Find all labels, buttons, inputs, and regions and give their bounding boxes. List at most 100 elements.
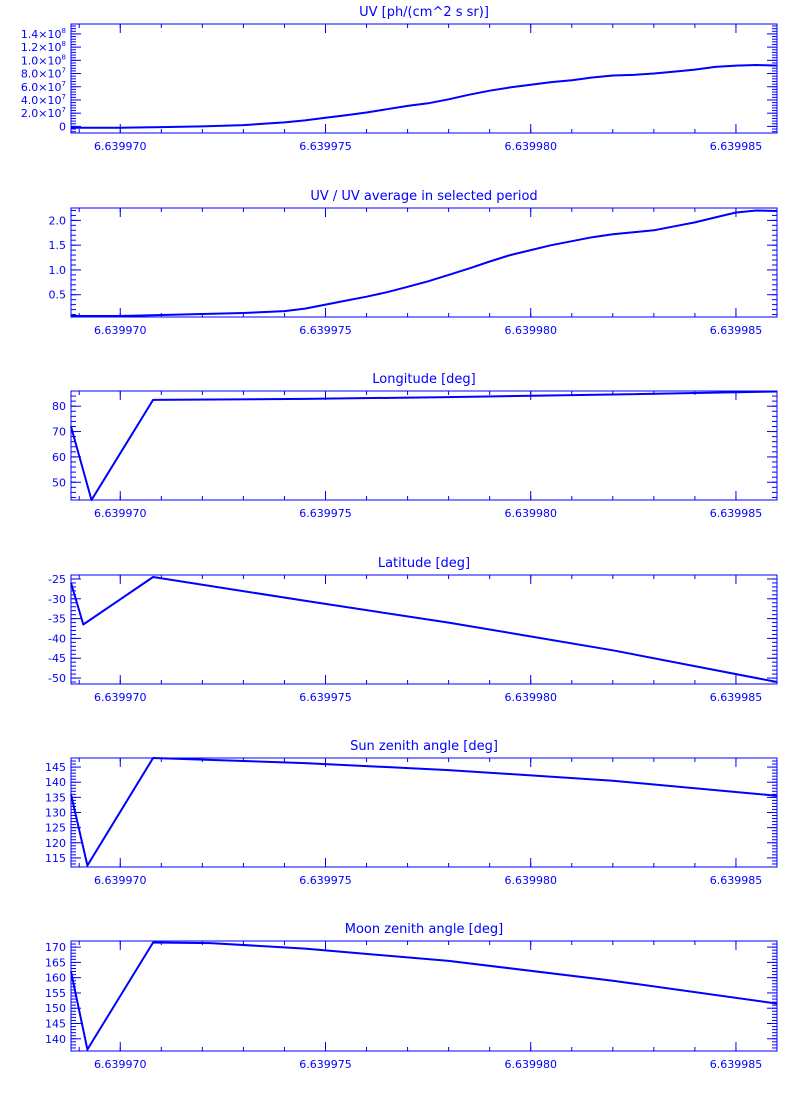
y-tick-mantissa: 135 — [45, 791, 66, 804]
y-tick-label: 6.0×107 — [21, 80, 66, 94]
y-tick-label: 125 — [45, 822, 66, 835]
y-tick-mantissa: -40 — [48, 632, 66, 645]
chart-panel: Latitude [deg] 6.639970 6.639975 6.639980 6.… — [48, 556, 778, 704]
y-tick-label: -50 — [48, 672, 66, 685]
y-tick-label: 60 — [52, 451, 66, 464]
x-tick-label: 6.639980 — [504, 1058, 557, 1071]
y-tick-label: 170 — [45, 941, 66, 954]
chart-panel: UV [ph/(cm^2 s sr)] 6.639970 6.639975 6.639… — [21, 5, 778, 153]
x-tick-label: 6.639975 — [299, 691, 352, 704]
y-tick-mantissa: 1.2×10 — [21, 41, 62, 54]
y-tick-label: 135 — [45, 791, 66, 804]
y-tick-label: 1.0×108 — [21, 53, 66, 67]
y-tick-mantissa: 140 — [45, 1033, 66, 1046]
y-tick-label: 80 — [52, 400, 66, 413]
y-tick-exponent: 7 — [62, 106, 66, 114]
chart-title: Sun zenith angle [deg] — [350, 739, 498, 754]
plot-frame — [70, 23, 778, 134]
x-tick-label: 6.639985 — [710, 324, 763, 337]
y-tick-label: 8.0×107 — [21, 67, 66, 81]
y-tick-mantissa: 70 — [52, 426, 66, 439]
y-tick-mantissa: 130 — [45, 807, 66, 820]
y-tick-mantissa: 1.0 — [49, 264, 67, 277]
y-tick-mantissa: 0 — [59, 120, 66, 133]
y-tick-mantissa: 160 — [45, 972, 66, 985]
x-tick-label: 6.639985 — [710, 507, 763, 520]
chart-title: UV [ph/(cm^2 s sr)] — [359, 5, 489, 20]
y-tick-exponent: 8 — [62, 40, 66, 48]
x-tick-label: 6.639975 — [299, 507, 352, 520]
x-tick-label: 6.639985 — [710, 691, 763, 704]
y-tick-label: 4.0×107 — [21, 93, 66, 107]
y-tick-label: 50 — [52, 476, 66, 489]
y-tick-label: 1.0 — [49, 264, 67, 277]
y-tick-mantissa: 1.4×10 — [21, 28, 62, 41]
y-tick-label: 165 — [45, 956, 66, 969]
x-tick-label: 6.639980 — [504, 507, 557, 520]
series-line — [70, 576, 778, 683]
y-tick-mantissa: -50 — [48, 672, 66, 685]
chart-title: Moon zenith angle [deg] — [345, 922, 503, 937]
x-tick-label: 6.639985 — [710, 140, 763, 153]
chart-panel: UV / UV average in selected period 6.6399… — [49, 189, 778, 337]
y-tick-label: 145 — [45, 761, 66, 774]
plot-frame — [70, 940, 778, 1052]
x-tick-label: 6.639975 — [299, 140, 352, 153]
y-tick-label: 2.0 — [49, 214, 67, 227]
y-tick-label: 0 — [59, 120, 66, 133]
x-tick-label: 6.639970 — [94, 1058, 147, 1071]
y-tick-mantissa: 8.0×10 — [21, 68, 62, 81]
series-line — [71, 209, 778, 317]
chart-title: Latitude [deg] — [378, 556, 470, 571]
y-tick-mantissa: 1.5 — [49, 239, 67, 252]
y-tick-label: 140 — [45, 1033, 66, 1046]
y-tick-mantissa: 125 — [45, 822, 66, 835]
plot-frame — [70, 390, 778, 501]
y-tick-mantissa: -25 — [48, 573, 66, 586]
y-tick-mantissa: -35 — [48, 613, 66, 626]
series-line — [70, 390, 778, 501]
y-tick-label: 1.5 — [49, 239, 67, 252]
x-tick-label: 6.639985 — [710, 874, 763, 887]
y-tick-label: -40 — [48, 632, 66, 645]
x-tick-label: 6.639970 — [94, 324, 147, 337]
series-line — [71, 64, 778, 129]
y-tick-label: 1.2×108 — [21, 40, 66, 54]
chart-panel: Moon zenith angle [deg] 6.639970 6.639975 6… — [45, 922, 778, 1071]
y-tick-label: -45 — [48, 652, 66, 665]
y-tick-label: 145 — [45, 1018, 66, 1031]
y-tick-label: 70 — [52, 426, 66, 439]
series-line — [70, 941, 778, 1051]
y-tick-label: 130 — [45, 807, 66, 820]
y-tick-mantissa: 120 — [45, 837, 66, 850]
y-tick-mantissa: 1.0×10 — [21, 54, 62, 67]
chart-panel: Longitude [deg] 6.639970 6.639975 6.639980 6… — [52, 372, 778, 520]
y-tick-label: 120 — [45, 837, 66, 850]
y-tick-label: 160 — [45, 972, 66, 985]
y-tick-exponent: 7 — [62, 80, 66, 88]
y-tick-label: 115 — [45, 852, 66, 865]
y-tick-mantissa: 2.0 — [49, 214, 67, 227]
y-tick-mantissa: 2.0×10 — [21, 107, 62, 120]
y-tick-label: -30 — [48, 593, 66, 606]
x-tick-label: 6.639970 — [94, 691, 147, 704]
y-tick-exponent: 8 — [62, 53, 66, 61]
y-tick-mantissa: 165 — [45, 956, 66, 969]
y-tick-mantissa: 145 — [45, 1018, 66, 1031]
y-tick-mantissa: 6.0×10 — [21, 81, 62, 94]
chart-panel: Sun zenith angle [deg] 6.639970 6.639975 6.… — [45, 739, 778, 887]
y-tick-mantissa: 155 — [45, 987, 66, 1000]
x-tick-label: 6.639980 — [504, 874, 557, 887]
y-tick-mantissa: -45 — [48, 652, 66, 665]
y-tick-label: 0.5 — [49, 289, 67, 302]
y-tick-exponent: 8 — [62, 27, 66, 35]
y-tick-label: -25 — [48, 573, 66, 586]
y-tick-label: 150 — [45, 1002, 66, 1015]
x-tick-label: 6.639985 — [710, 1058, 763, 1071]
y-tick-mantissa: 115 — [45, 852, 66, 865]
chart-title: Longitude [deg] — [372, 372, 475, 387]
y-tick-mantissa: 170 — [45, 941, 66, 954]
y-tick-mantissa: 4.0×10 — [21, 94, 62, 107]
y-tick-label: 140 — [45, 776, 66, 789]
